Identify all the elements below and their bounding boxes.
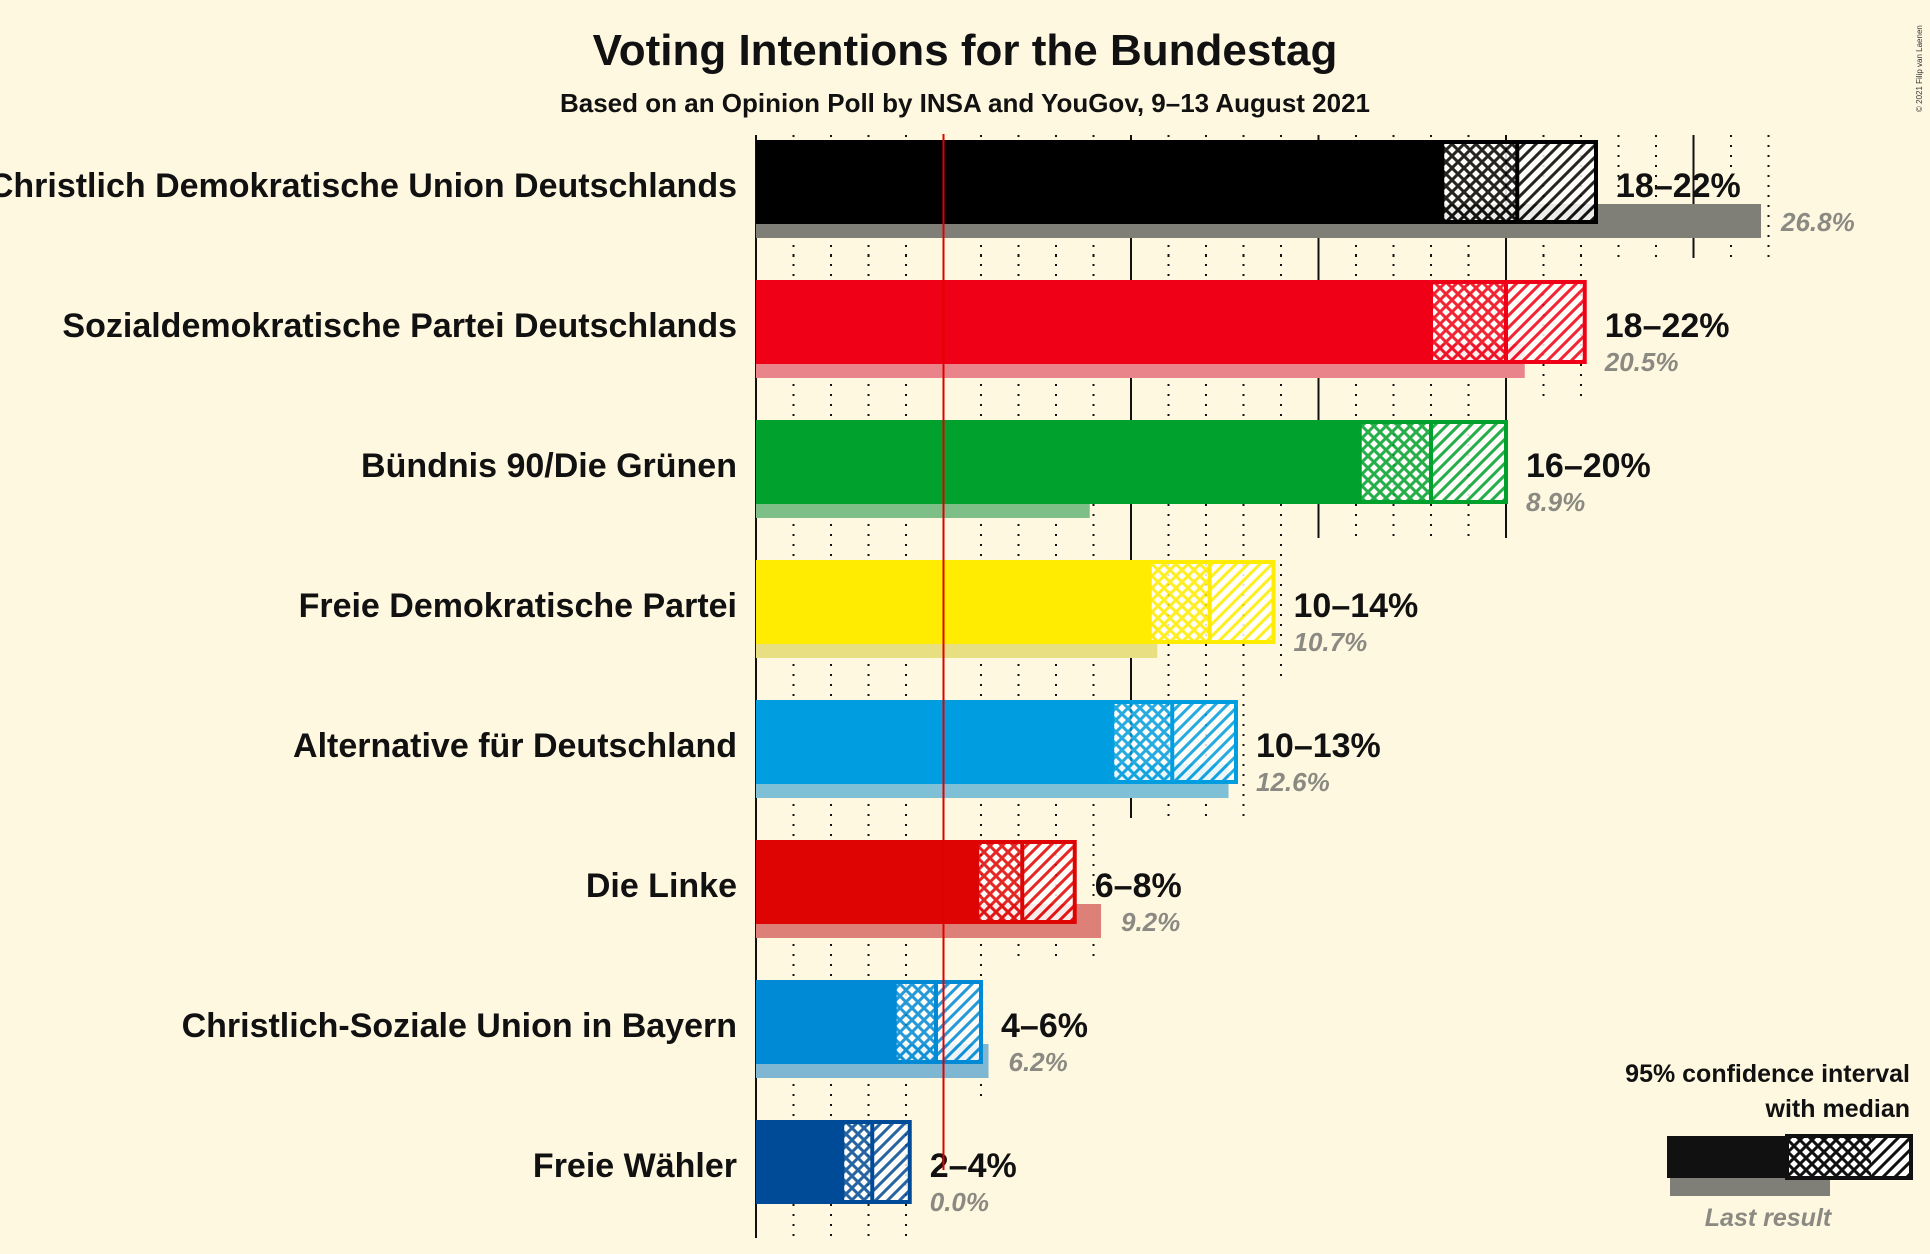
party-label: Bündnis 90/Die Grünen <box>361 447 737 485</box>
solid-bar <box>756 1120 843 1204</box>
ci-lower-crosshatch <box>1431 280 1506 364</box>
party-label: Christlich-Soziale Union in Bayern <box>182 1007 737 1045</box>
ci-upper-hatch <box>1431 420 1506 504</box>
ci-upper-hatch <box>1506 280 1585 364</box>
legend-title-line2: with median <box>1765 1095 1910 1123</box>
last-result-label: 9.2% <box>1121 907 1180 937</box>
ci-outline <box>840 1120 912 1204</box>
ci-lower-crosshatch <box>977 840 1023 924</box>
last-result-label: 20.5% <box>1604 347 1679 377</box>
ci-lower-crosshatch <box>894 980 936 1064</box>
ci-lower-crosshatch <box>842 1120 873 1204</box>
last-result-label: 8.9% <box>1526 487 1585 517</box>
ci-lower-crosshatch <box>1112 700 1173 784</box>
solid-bar <box>756 420 1360 504</box>
range-label: 16–20% <box>1526 447 1651 485</box>
last-result-label: 6.2% <box>1009 1047 1068 1077</box>
ci-upper-hatch <box>1172 700 1236 784</box>
party-label: Die Linke <box>586 867 737 905</box>
range-label: 10–13% <box>1256 727 1381 765</box>
range-label: 10–14% <box>1294 587 1419 625</box>
solid-bar <box>756 560 1150 644</box>
chart-subtitle: Based on an Opinion Poll by INSA and You… <box>560 88 1370 118</box>
solid-bar <box>756 840 978 924</box>
solid-bar <box>756 700 1113 784</box>
party-label: Alternative für Deutschland <box>293 727 737 765</box>
party-label: Freie Demokratische Partei <box>299 587 737 625</box>
ci-upper-hatch <box>872 1120 910 1204</box>
ci-upper-hatch <box>1209 560 1274 644</box>
solid-bar <box>756 980 895 1064</box>
party-label: Sozialdemokratische Partei Deutschlands <box>62 307 737 345</box>
range-label: 18–22% <box>1616 167 1741 205</box>
ci-upper-hatch <box>1517 140 1596 224</box>
party-label: Christlich Demokratische Union Deutschla… <box>0 167 737 205</box>
last-result-label: 0.0% <box>930 1187 989 1217</box>
solid-bar <box>756 140 1443 224</box>
range-label: 6–8% <box>1095 867 1182 905</box>
last-result-label: 10.7% <box>1294 627 1368 657</box>
party-label: Freie Wähler <box>533 1147 737 1185</box>
ci-lower-crosshatch <box>1359 420 1431 504</box>
ci-lower-crosshatch <box>1442 140 1518 224</box>
legend-title-line1: 95% confidence interval <box>1625 1060 1910 1088</box>
bars-layer: Christlich Demokratische Union Deutschla… <box>0 134 1855 1217</box>
chart-title: Voting Intentions for the Bundestag <box>593 26 1338 75</box>
ci-outline <box>975 840 1077 924</box>
legend: 95% confidence interval with median Last… <box>1625 1060 1913 1232</box>
credit: © 2021 Filip van Laenen <box>1915 25 1924 112</box>
range-label: 18–22% <box>1605 307 1730 345</box>
legend-last-result: Last result <box>1705 1204 1833 1232</box>
ci-lower-crosshatch <box>1149 560 1210 644</box>
ci-upper-hatch <box>1022 840 1075 924</box>
last-result-label: 26.8% <box>1780 207 1855 237</box>
legend-solid-bar <box>1667 1136 1787 1178</box>
last-result-label: 12.6% <box>1256 767 1330 797</box>
legend-outline <box>1785 1134 1913 1180</box>
legend-crosshatch <box>1787 1136 1871 1178</box>
range-label: 4–6% <box>1001 1007 1088 1045</box>
solid-bar <box>756 280 1431 364</box>
legend-hatch <box>1871 1136 1911 1178</box>
